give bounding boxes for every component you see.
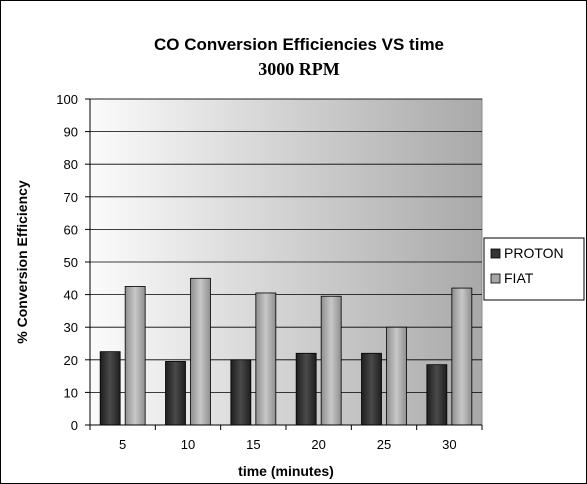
x-tick-label: 10 bbox=[181, 437, 195, 452]
bar-fiat bbox=[190, 277, 211, 426]
x-tick-label: 30 bbox=[442, 437, 456, 452]
y-tick-label: 80 bbox=[64, 157, 78, 172]
bar-proton bbox=[165, 361, 186, 426]
y-tick-label: 20 bbox=[64, 353, 78, 368]
bar-proton bbox=[361, 352, 382, 426]
y-tick-label: 30 bbox=[64, 320, 78, 335]
x-tick-label: 5 bbox=[119, 437, 126, 452]
y-tick-label: 10 bbox=[64, 385, 78, 400]
y-tick-label: 70 bbox=[64, 190, 78, 205]
chart-subtitle: 3000 RPM bbox=[258, 59, 339, 79]
bar-proton bbox=[99, 351, 121, 426]
y-axis-ticks: 0 10 20 30 40 50 60 70 80 90 100 bbox=[56, 92, 90, 433]
legend: PROTON FIAT bbox=[483, 237, 585, 301]
x-tick-label: 15 bbox=[246, 437, 260, 452]
x-tick-label: 20 bbox=[311, 437, 325, 452]
bar-fiat bbox=[451, 287, 473, 426]
legend-box bbox=[483, 237, 585, 301]
y-tick-label: 50 bbox=[64, 255, 78, 270]
bar-fiat bbox=[124, 286, 146, 426]
x-tick-label: 25 bbox=[377, 437, 391, 452]
bar-proton bbox=[230, 359, 252, 426]
bar-fiat bbox=[386, 326, 407, 426]
bars bbox=[99, 277, 473, 426]
y-tick-label: 40 bbox=[64, 288, 78, 303]
chart-title: CO Conversion Efficiencies VS time bbox=[154, 35, 444, 54]
bar-proton bbox=[426, 364, 448, 426]
legend-swatch-proton bbox=[490, 248, 501, 259]
gridlines bbox=[90, 98, 482, 393]
bar-fiat bbox=[255, 292, 277, 426]
bar-proton bbox=[295, 352, 317, 426]
x-axis-label: time (minutes) bbox=[238, 463, 334, 479]
legend-label-fiat: FIAT bbox=[504, 270, 534, 286]
bar-fiat bbox=[320, 295, 342, 426]
y-tick-label: 0 bbox=[71, 418, 78, 433]
y-tick-label: 90 bbox=[64, 125, 78, 140]
x-axis-ticks: 5 10 15 20 25 30 bbox=[89, 425, 483, 452]
legend-label-proton: PROTON bbox=[504, 245, 564, 261]
y-axis-label: % Conversion Efficiency bbox=[14, 180, 30, 344]
y-tick-label: 60 bbox=[64, 222, 78, 237]
legend-swatch-fiat bbox=[490, 273, 501, 284]
y-tick-label: 100 bbox=[56, 92, 78, 107]
